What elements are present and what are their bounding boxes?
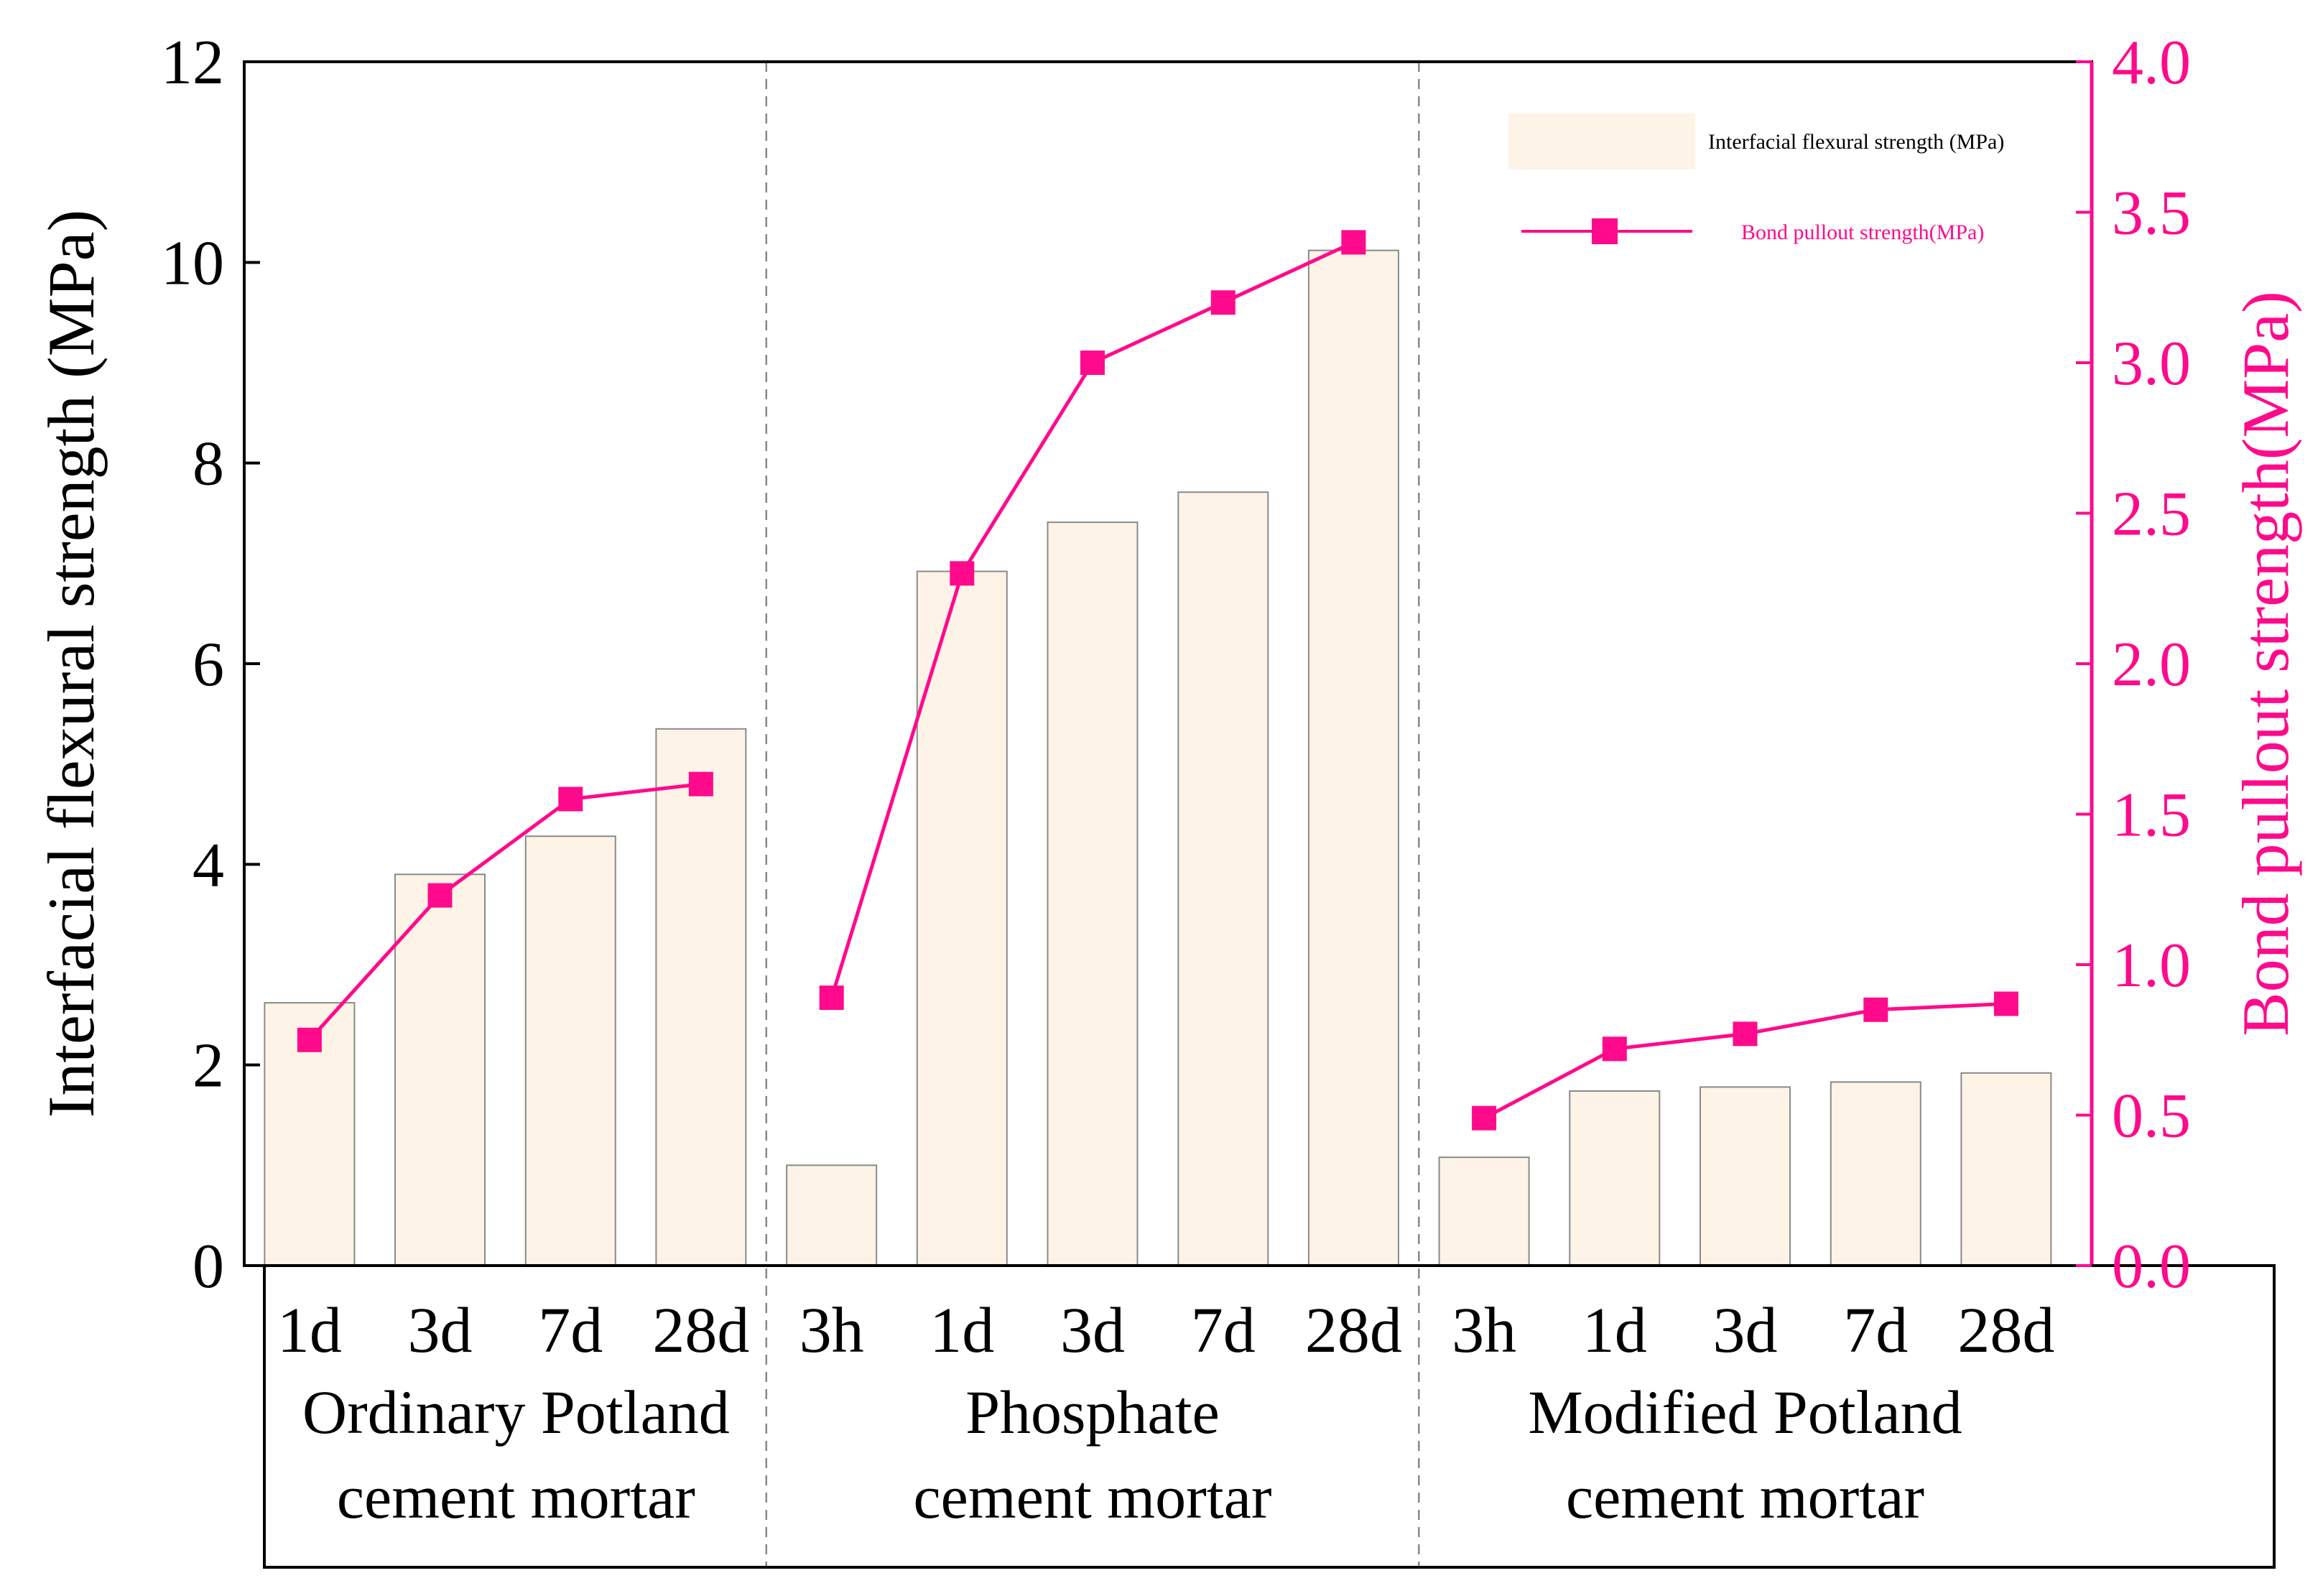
left-tick-label: 0	[193, 1232, 224, 1302]
pullout-marker	[1210, 290, 1235, 315]
category-label: 7d	[538, 1295, 603, 1366]
legend-bar-swatch	[1508, 113, 1695, 170]
pullout-marker	[1080, 351, 1105, 375]
flexural-bar	[655, 728, 747, 1266]
category-label: 3d	[1713, 1295, 1778, 1366]
right-tick-label: 3.5	[2112, 179, 2191, 249]
category-label: 28d	[1305, 1295, 1402, 1366]
pullout-marker	[1993, 991, 2018, 1016]
plot-area	[765, 62, 1420, 1567]
group-label: Modified Potland	[1528, 1378, 1962, 1447]
category-label: 1d	[277, 1295, 342, 1366]
right-tick-label: 4.0	[2112, 28, 2191, 98]
flexural-bar	[1177, 491, 1269, 1267]
group-label: Phosphate	[965, 1378, 1220, 1447]
group-label: cement mortar	[1566, 1462, 1924, 1531]
legend-line-marker	[1592, 218, 1618, 244]
right-tick-label: 2.5	[2112, 480, 2191, 549]
left-tick-label: 10	[161, 228, 224, 298]
group-label: cement mortar	[913, 1462, 1271, 1531]
left-tick-label: 12	[161, 28, 224, 98]
pullout-marker	[950, 561, 975, 586]
category-label: 3h	[1452, 1295, 1516, 1366]
left-tick-label: 2	[193, 1031, 224, 1101]
right-tick-label: 1.0	[2112, 931, 2191, 1001]
category-label: 7d	[1843, 1295, 1908, 1366]
legend-bar-label: Interfacial flexural strength (MPa)	[1708, 130, 2004, 154]
data-marks	[264, 230, 2052, 1267]
right-tick-label: 1.5	[2112, 781, 2191, 850]
category-label: 28d	[652, 1295, 749, 1366]
legend-line-label: Bond pullout strength(MPa)	[1741, 221, 1984, 244]
group-label: Ordinary Potland	[302, 1378, 730, 1447]
flexural-bar	[1700, 1086, 1791, 1267]
left-tick-label: 8	[193, 430, 224, 499]
flexural-bar	[1438, 1156, 1530, 1266]
group-label: cement mortar	[337, 1462, 695, 1531]
pullout-marker	[1602, 1036, 1627, 1062]
right-tick-label: 0.5	[2112, 1082, 2191, 1151]
category-label: 7d	[1191, 1295, 1256, 1366]
flexural-bar	[1830, 1081, 1921, 1267]
pullout-line	[308, 782, 702, 1041]
category-label: 3h	[799, 1295, 864, 1366]
legend: Interfacial flexural strength (MPa) Bond …	[1508, 113, 2004, 244]
right-tick-label: 0.0	[2112, 1232, 2191, 1302]
right-axis-label: Bond pullout strength(MPa)	[2229, 291, 2302, 1036]
axes: 0 2 4 6 8 10 12 Interfacial flexural strength (…	[34, 28, 2302, 1569]
flexural-bar	[786, 1164, 878, 1267]
category-label: 1d	[929, 1295, 994, 1366]
pullout-marker	[1472, 1105, 1497, 1131]
pullout-marker	[558, 787, 583, 812]
flexural-bar	[916, 570, 1008, 1266]
left-tick-label: 6	[193, 630, 224, 700]
category-label: 3d	[1060, 1295, 1125, 1366]
category-box	[263, 1264, 2276, 1569]
pullout-marker	[297, 1027, 322, 1052]
pullout-marker	[427, 883, 453, 908]
flexural-bar	[1047, 521, 1139, 1266]
flexural-bar	[1569, 1090, 1661, 1266]
right-tick-label: 3.0	[2112, 329, 2191, 399]
pullout-marker	[688, 771, 713, 797]
flexural-bar	[524, 835, 616, 1266]
category-label: 28d	[1957, 1295, 2054, 1366]
pullout-marker	[1733, 1021, 1758, 1047]
right-tick-label: 2.0	[2112, 630, 2191, 700]
pullout-marker	[819, 985, 844, 1011]
flexural-bar	[1960, 1072, 2052, 1267]
flexural-bar	[394, 873, 486, 1267]
pullout-marker	[1341, 230, 1366, 255]
flexural-bar	[1307, 249, 1399, 1267]
pullout-marker	[1863, 997, 1888, 1022]
category-label: 3d	[408, 1295, 473, 1366]
left-tick-label: 4	[193, 830, 224, 900]
left-axis-label: Interfacial flexural strength (MPa)	[34, 210, 108, 1118]
category-label: 1d	[1582, 1295, 1647, 1366]
